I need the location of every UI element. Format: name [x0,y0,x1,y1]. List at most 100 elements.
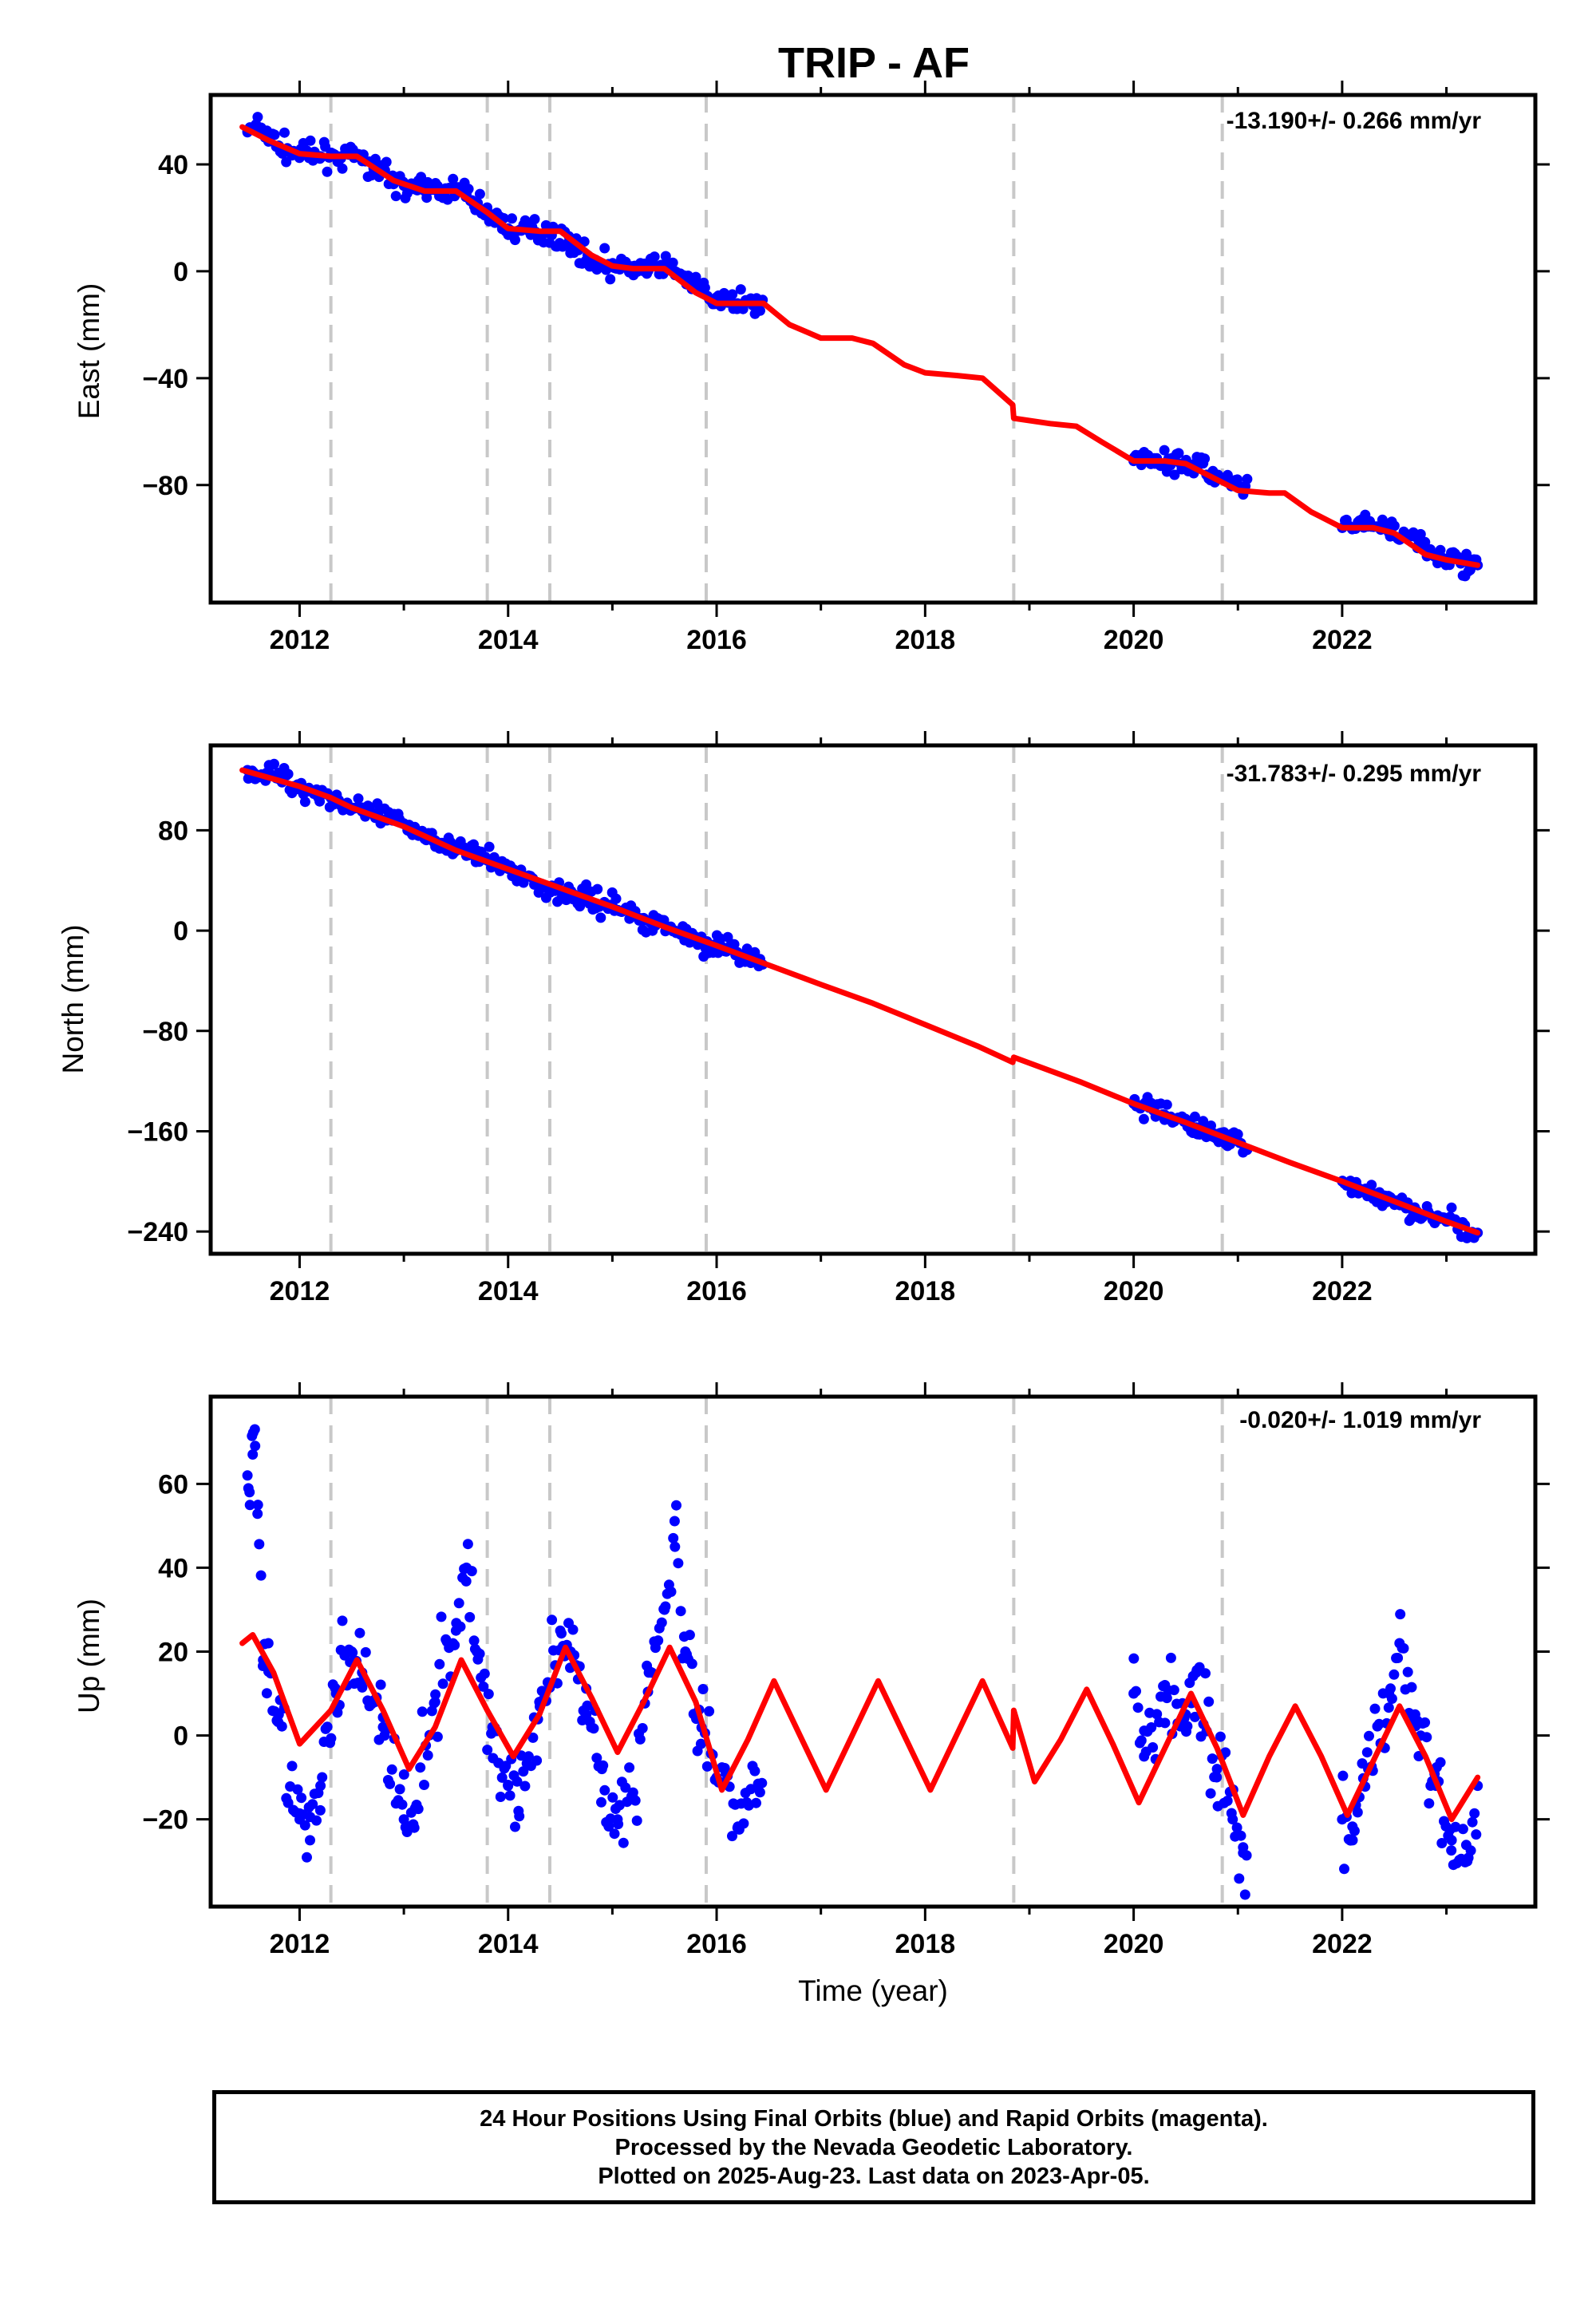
east-point [381,156,392,168]
north-point [1446,1202,1457,1213]
up-point [1421,1732,1432,1743]
up-point [1165,1652,1176,1663]
up-point [1235,1830,1246,1841]
up-anchor-point [461,1562,472,1573]
up-point [1469,1808,1480,1819]
up-rate-label: -0.020+/- 1.019 mm/yr [1239,1407,1481,1433]
east-y-tick-label: 40 [158,150,188,180]
up-point [375,1679,386,1690]
up-point [1189,1711,1200,1722]
up-point [495,1792,506,1802]
up-point [1161,1693,1172,1704]
north-point [314,796,326,807]
up-point [415,1762,426,1773]
up-point [1339,1863,1349,1875]
up-point [360,1646,371,1658]
x-axis-label: Time (year) [798,1974,948,2007]
north-point [1161,1099,1172,1110]
up-point [603,1821,614,1832]
up-anchor-point [1394,1638,1405,1649]
up-point [656,1617,667,1628]
up-point [1393,1653,1404,1663]
east-anchor-point [252,121,263,132]
up-anchor-point [596,1764,607,1775]
up-anchor-point [263,1638,274,1649]
up-point [326,1733,337,1744]
up-point [684,1630,695,1641]
up-point [302,1852,312,1863]
up-point [250,1441,261,1452]
up-point [1349,1825,1360,1836]
up-anchor-point [680,1646,691,1657]
up-point [296,1792,307,1804]
east-point [667,257,678,268]
east-y-tick-label: 0 [173,257,188,287]
east-point [322,166,333,177]
north-y-tick-label: −240 [127,1217,188,1247]
up-point [749,1765,760,1777]
east-point [510,235,520,246]
up-point [666,1587,677,1597]
up-y-tick-label: −20 [142,1805,188,1836]
north-model-line-0 [239,767,1016,1065]
north-y-tick-label: 0 [173,916,188,947]
up-point [252,1508,263,1520]
north-panel: -31.783+/- 0.295 mm/yr North (mm) 2012 20… [57,731,1550,1306]
up-point [1148,1742,1159,1753]
up-point [1369,1703,1381,1714]
up-point [531,1755,543,1766]
up-anchor-point [628,1792,638,1804]
up-anchor-point [1337,1814,1348,1825]
east-point [735,284,746,295]
up-model-line-1 [1010,1686,1481,1823]
east-point [390,191,401,202]
up-anchor-point [1384,1688,1395,1699]
up-point [354,1627,365,1638]
east-point [279,127,290,138]
up-point [397,1799,408,1810]
up-point [282,1797,294,1808]
up-point [1395,1609,1406,1620]
up-point [1146,1722,1157,1733]
east-point [448,173,459,184]
up-point [1222,1796,1233,1806]
up-point [675,1606,686,1617]
up-point [527,1732,539,1743]
up-x-tick-label: 2022 [1312,1929,1373,1959]
up-point [637,1723,648,1733]
up-y-tick-label: 20 [158,1638,188,1668]
up-anchor-point [242,1470,253,1481]
up-point [464,1611,476,1622]
north-point [592,883,603,895]
up-point [727,1831,737,1842]
east-point [727,289,738,300]
east-point [252,112,263,123]
up-point [504,1790,516,1801]
up-point [671,1500,681,1511]
up-anchor-point [247,1449,259,1460]
up-anchor-point [1139,1751,1150,1762]
up-anchor-point [377,1721,389,1733]
up-point [1152,1709,1163,1720]
north-rate-label: -31.783+/- 0.295 mm/yr [1227,761,1482,787]
up-point [317,1772,328,1783]
up-point [244,1500,255,1511]
footer-note-box: 24 Hour Positions Using Final Orbits (bl… [212,2090,1535,2204]
east-y-axis-label: East (mm) [73,283,105,420]
up-point [567,1624,579,1635]
up-panel: -0.020+/- 1.019 mm/yr Up (mm) 2012 2014 20… [73,1382,1550,1959]
up-x-tick-label: 2012 [270,1929,330,1959]
east-model-line-1 [1010,415,1481,568]
up-anchor-point [732,1822,743,1833]
up-anchor-point [398,1814,409,1825]
up-point [1406,1682,1417,1693]
up-point [261,1688,272,1699]
up-anchor-point [315,1780,326,1792]
north-point [282,769,294,780]
up-point [1128,1653,1140,1664]
east-point [660,251,671,262]
north-point [729,939,740,950]
up-point [385,1778,396,1789]
up-point [483,1689,494,1700]
up-point [1402,1666,1413,1678]
